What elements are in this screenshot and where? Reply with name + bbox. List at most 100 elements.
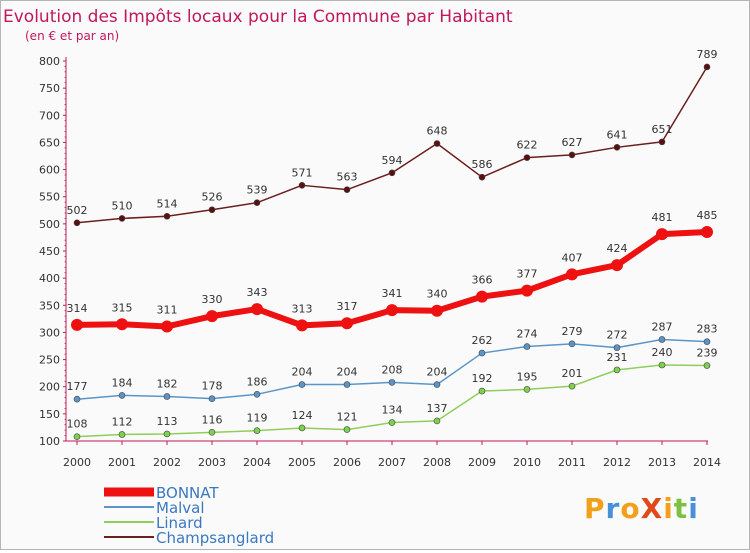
data-label: 341 <box>382 287 403 300</box>
data-point <box>388 419 396 426</box>
data-point <box>71 318 83 331</box>
data-point <box>253 427 261 434</box>
data-point <box>433 381 441 388</box>
chart-subtitle: (en € et par an) <box>25 29 119 43</box>
chart-title: Evolution des Impôts locaux pour la Comm… <box>3 7 513 27</box>
data-label: 571 <box>292 166 313 179</box>
y-tick-label: 600 <box>39 164 60 177</box>
data-point <box>163 393 171 400</box>
data-label: 178 <box>202 380 223 393</box>
data-label: 240 <box>652 346 673 359</box>
data-point <box>118 431 126 438</box>
data-point <box>568 382 576 390</box>
data-label: 789 <box>697 48 718 61</box>
data-point <box>341 317 353 330</box>
data-point <box>703 362 711 369</box>
data-point <box>523 386 531 393</box>
y-tick-label: 650 <box>39 136 60 149</box>
legend-label: Malval <box>156 499 205 517</box>
data-point <box>163 212 171 220</box>
data-label: 366 <box>472 274 493 287</box>
x-tick-label: 2002 <box>153 456 181 469</box>
logo-letter: X <box>641 492 664 525</box>
series-bonnat: 314 315 311 330 343 313 317 341 340 366 377 407 424 4… <box>67 209 718 333</box>
data-point <box>433 140 441 147</box>
data-point <box>658 361 666 369</box>
data-label: 204 <box>427 366 448 379</box>
data-label: 594 <box>382 154 403 167</box>
logo-letter: o <box>620 492 640 525</box>
data-label: 137 <box>427 402 448 415</box>
data-label: 539 <box>247 184 268 197</box>
data-point <box>568 151 576 159</box>
data-point <box>478 173 486 181</box>
data-label: 407 <box>562 251 583 264</box>
data-point <box>118 392 126 399</box>
data-point <box>611 259 623 272</box>
data-point <box>206 310 218 323</box>
data-point <box>658 336 666 343</box>
data-label: 287 <box>652 320 673 333</box>
logo-letter: P <box>584 492 606 525</box>
data-label: 262 <box>472 334 493 347</box>
data-label: 182 <box>157 377 178 390</box>
logo-text: ProXiti <box>584 492 699 525</box>
data-label: 485 <box>697 209 718 222</box>
data-label: 317 <box>337 300 358 313</box>
data-label: 108 <box>67 418 88 431</box>
data-point <box>523 154 531 161</box>
y-tick-label: 500 <box>39 218 60 231</box>
data-point <box>523 343 531 350</box>
data-label: 272 <box>607 329 628 342</box>
y-tick-label: 350 <box>39 299 60 312</box>
data-point <box>431 304 443 317</box>
data-point <box>386 304 398 317</box>
data-label: 315 <box>112 301 133 314</box>
y-tick-label: 250 <box>39 354 60 367</box>
data-point <box>253 199 261 206</box>
data-point <box>478 349 486 357</box>
data-point <box>343 381 351 388</box>
data-point <box>208 206 216 214</box>
data-label: 651 <box>652 123 673 136</box>
data-label: 627 <box>562 136 583 149</box>
x-tick-label: 2010 <box>513 456 541 469</box>
data-label: 192 <box>472 372 493 385</box>
data-label: 514 <box>157 197 178 210</box>
data-point <box>163 430 171 438</box>
data-point <box>298 381 306 388</box>
data-point <box>566 268 578 281</box>
data-label: 274 <box>517 328 538 341</box>
data-point <box>388 169 396 177</box>
y-tick-label: 550 <box>39 191 60 204</box>
data-label: 279 <box>562 325 583 338</box>
data-label: 119 <box>247 412 268 425</box>
data-label: 121 <box>337 411 358 424</box>
y-tick-label: 150 <box>39 408 60 421</box>
data-point <box>656 228 668 241</box>
data-label: 124 <box>292 409 313 422</box>
data-label: 186 <box>247 375 268 388</box>
data-point <box>73 219 81 227</box>
data-point <box>433 417 441 425</box>
data-point <box>343 186 351 193</box>
data-label: 184 <box>112 376 133 389</box>
series-malval: 177 184 182 178 186 204 204 208 204 262 274 279 272 2… <box>67 320 718 403</box>
data-point <box>118 215 126 222</box>
data-label: 311 <box>157 303 178 316</box>
series-champsanglard: 502 510 514 526 539 571 563 594 648 586 622 627 641 6… <box>67 48 718 227</box>
data-point <box>253 391 261 398</box>
data-label: 113 <box>157 415 178 428</box>
legend-label: Linard <box>156 514 203 532</box>
y-tick-label: 300 <box>39 326 60 339</box>
data-label: 586 <box>472 158 493 171</box>
data-label: 204 <box>292 366 313 379</box>
data-label: 510 <box>112 199 133 212</box>
x-tick-label: 2005 <box>288 456 316 469</box>
data-point <box>343 426 351 433</box>
data-point <box>568 340 576 348</box>
data-point <box>613 344 621 351</box>
data-label: 563 <box>337 171 358 184</box>
data-label: 641 <box>607 128 628 141</box>
